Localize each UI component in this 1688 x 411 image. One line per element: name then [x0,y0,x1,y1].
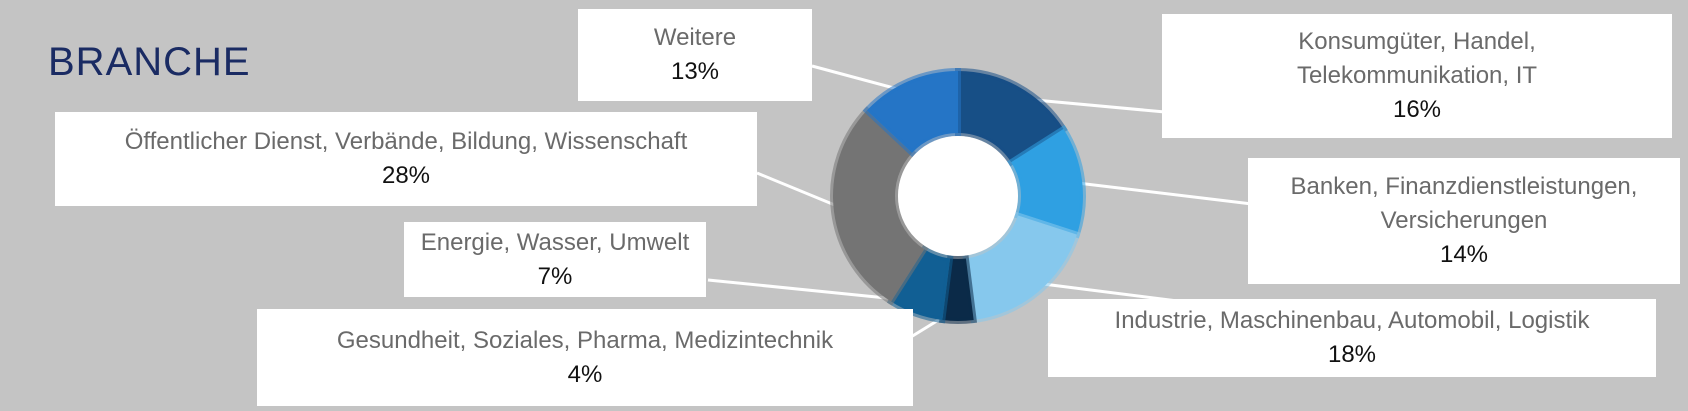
slice-label: Industrie, Maschinenbau, Automobil, Logi… [1114,307,1590,334]
slice-label: Banken, Finanzdienstleistungen, [1290,173,1638,200]
slice-value-label: 18% [1327,341,1377,368]
callout-konsumgueter: Konsumgüter, Handel, Telekommunikation, … [1162,14,1672,138]
slice-value-label: 4% [567,360,603,388]
chart-title: BRANCHE [48,40,251,84]
donut-slice [830,106,929,306]
slice-label: Gesundheit, Soziales, Pharma, Medizintec… [336,326,834,354]
callout-gesundheit: Gesundheit, Soziales, Pharma, Medizintec… [257,309,913,406]
donut-slice [862,67,961,158]
slice-label: Weitere [653,24,737,51]
slice-label: Versicherungen [1380,207,1548,234]
slice-label: Telekommunikation, IT [1296,62,1538,89]
callout-oeffentlicher-dienst: Öffentlicher Dienst, Verbände, Bildung, … [55,112,757,206]
slice-value-label: 16% [1392,96,1442,123]
donut-slice [962,211,1081,324]
donut-slices [830,67,1086,324]
donut-hole [898,136,1018,256]
slice-label: Energie, Wasser, Umwelt [420,228,690,256]
slice-value-label: 28% [381,162,431,189]
slice-label: Konsumgüter, Handel, [1298,28,1536,55]
callout-banken: Banken, Finanzdienstleistungen, Versiche… [1248,158,1680,284]
leader-line [1068,180,1253,206]
slice-value-label: 14% [1439,241,1489,268]
callout-energie: Energie, Wasser, Umwelt 7% [404,222,706,297]
callout-weitere: Weitere 13% [578,9,812,101]
slice-label: Öffentlicher Dienst, Verbände, Bildung, … [124,128,688,155]
slice-value-label: 13% [670,58,720,85]
callout-industrie: Industrie, Maschinenbau, Automobil, Logi… [1048,299,1656,377]
slice-value-label: 7% [537,262,573,290]
